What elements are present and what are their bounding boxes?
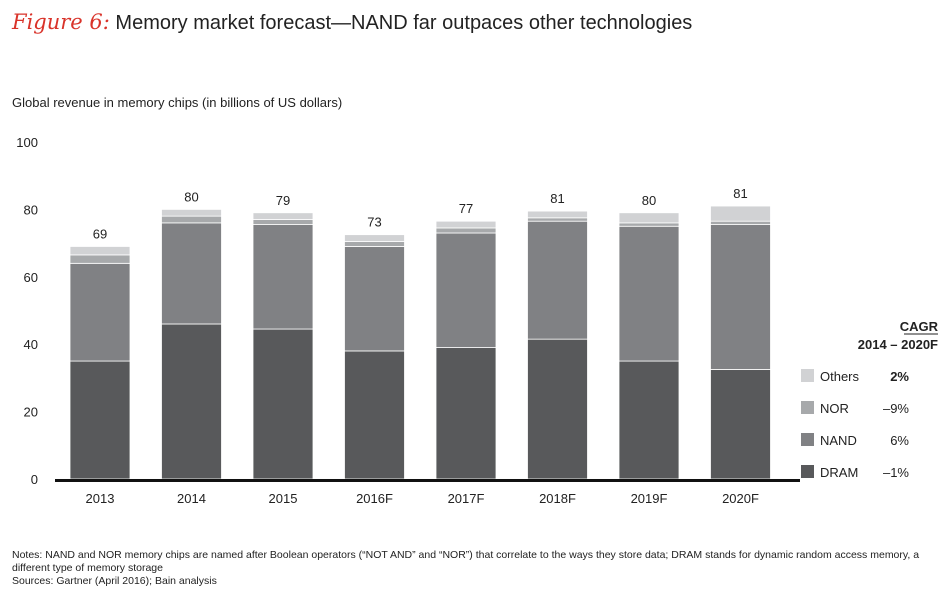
bar-segment-dram <box>344 350 405 480</box>
x-tick-label: 2016F <box>356 491 393 506</box>
total-label: 77 <box>459 201 473 216</box>
bar-segment-nor <box>618 222 680 227</box>
bar-segment-nand <box>69 262 131 362</box>
bar-segment-dram <box>527 338 588 480</box>
x-tick-label: 2018F <box>539 491 576 506</box>
notes-text: Notes: NAND and NOR memory chips are nam… <box>12 549 920 574</box>
bar-segment-others <box>252 212 314 220</box>
bar-segment-nand <box>710 224 771 370</box>
bar-segment-dram <box>710 369 771 480</box>
legend-subtitle: 2014 – 2020F <box>858 337 938 352</box>
bar-segment-others <box>618 212 680 224</box>
legend-swatch-others <box>801 369 814 382</box>
total-label: 73 <box>367 215 381 230</box>
notes: Notes: NAND and NOR memory chips are nam… <box>12 549 942 588</box>
y-tick-label: 20 <box>24 405 38 420</box>
x-tick-label: 2017F <box>448 491 485 506</box>
legend-cagr-others: 2% <box>890 369 909 384</box>
sources-text: Sources: Gartner (April 2016); Bain anal… <box>12 575 217 587</box>
bar-segment-others <box>710 205 771 222</box>
bar-segment-nor <box>710 220 771 225</box>
bar-segment-nor <box>435 227 497 234</box>
total-label: 81 <box>733 186 747 201</box>
bar-segment-dram <box>435 347 497 480</box>
total-label: 69 <box>93 226 107 241</box>
legend-swatch-nor <box>801 401 814 414</box>
total-label: 79 <box>276 193 290 208</box>
total-label: 80 <box>642 193 656 208</box>
y-tick-label: 0 <box>31 472 38 487</box>
bar-segment-nor <box>344 241 405 247</box>
legend-label-dram: DRAM <box>820 465 858 480</box>
total-label: 80 <box>184 189 198 204</box>
bar-segment-nand <box>344 246 405 352</box>
bar-segment-nor <box>252 219 314 225</box>
legend-swatch-dram <box>801 465 814 478</box>
figure-label: Figure 6: <box>12 10 110 34</box>
y-tick-label: 80 <box>24 202 38 217</box>
bar-segment-others <box>69 246 131 256</box>
bar-segment-nand <box>435 232 497 348</box>
bar-segment-nand <box>252 224 314 330</box>
legend-label-others: Others <box>820 369 860 384</box>
legend-cagr-nand: 6% <box>890 433 909 448</box>
x-tick-label: 2019F <box>631 491 668 506</box>
y-tick-label: 40 <box>24 337 38 352</box>
x-tick-label: 2013 <box>86 491 115 506</box>
bar-segment-nor <box>69 254 131 264</box>
chart-title: Figure 6: Memory market forecast—NAND fa… <box>12 10 692 35</box>
bar-segment-nor <box>527 217 588 222</box>
bar-segment-nand <box>527 220 588 340</box>
bar-segment-dram <box>69 360 131 480</box>
x-tick-label: 2020F <box>722 491 759 506</box>
bar-segment-others <box>161 208 222 217</box>
bar-segment-others <box>344 234 405 242</box>
legend-label-nand: NAND <box>820 433 857 448</box>
bar-segment-dram <box>252 328 314 480</box>
legend-cagr-dram: –1% <box>883 465 909 480</box>
legend-swatch-nand <box>801 433 814 446</box>
bar-segment-dram <box>618 360 680 480</box>
legend-label-nor: NOR <box>820 401 849 416</box>
stacked-bar-chart: 0 20 40 60 80 100 69 2013 80 2014 79 2015 73 2016F 77 2… <box>16 135 939 506</box>
y-tick-label: 60 <box>24 270 38 285</box>
x-tick-label: 2015 <box>269 491 298 506</box>
bar-segment-nor <box>161 215 222 224</box>
legend-cagr-nor: –9% <box>883 401 909 416</box>
y-tick-label: 100 <box>16 135 38 150</box>
total-label: 81 <box>550 191 564 206</box>
bar-segment-nand <box>161 222 222 325</box>
x-tick-label: 2014 <box>177 491 206 506</box>
bar-segment-dram <box>161 323 222 480</box>
legend-title: CAGR <box>900 319 939 334</box>
bar-segment-others <box>527 210 588 219</box>
bar-segment-nand <box>618 225 680 362</box>
title-text: Memory market forecast—NAND far outpaces… <box>115 12 693 34</box>
bar-segment-others <box>435 220 497 229</box>
y-axis-label: Global revenue in memory chips (in billi… <box>12 95 343 110</box>
